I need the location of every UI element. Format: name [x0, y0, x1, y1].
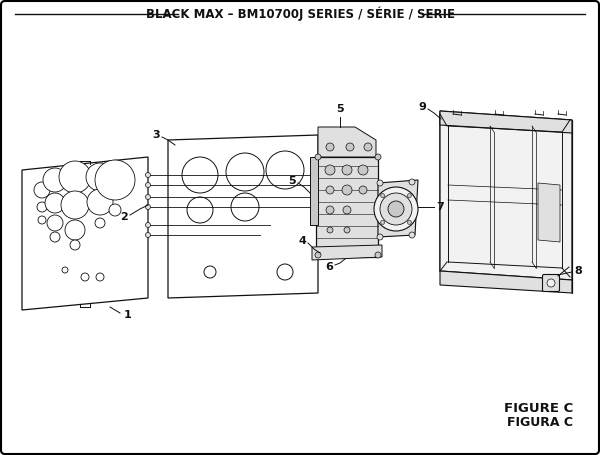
- Circle shape: [182, 157, 218, 193]
- Circle shape: [61, 191, 89, 219]
- Circle shape: [50, 232, 60, 242]
- Circle shape: [231, 193, 259, 221]
- Circle shape: [380, 193, 412, 225]
- Circle shape: [146, 204, 151, 209]
- Circle shape: [343, 206, 351, 214]
- Text: 9: 9: [418, 102, 426, 112]
- Circle shape: [409, 232, 415, 238]
- Polygon shape: [310, 157, 318, 225]
- Circle shape: [380, 193, 385, 197]
- Circle shape: [315, 252, 321, 258]
- Circle shape: [377, 234, 383, 240]
- Circle shape: [388, 201, 404, 217]
- Circle shape: [43, 168, 67, 192]
- Circle shape: [342, 185, 352, 195]
- Circle shape: [315, 154, 321, 160]
- Polygon shape: [440, 111, 572, 133]
- Polygon shape: [168, 135, 318, 298]
- Circle shape: [364, 143, 372, 151]
- Text: 7: 7: [436, 202, 444, 212]
- Circle shape: [86, 163, 114, 191]
- Polygon shape: [312, 245, 382, 260]
- Circle shape: [547, 279, 555, 287]
- Circle shape: [344, 227, 350, 233]
- Circle shape: [109, 204, 121, 216]
- Polygon shape: [538, 183, 560, 242]
- Circle shape: [65, 220, 85, 240]
- Circle shape: [38, 216, 46, 224]
- Circle shape: [87, 189, 113, 215]
- Circle shape: [81, 273, 89, 281]
- Circle shape: [146, 233, 151, 238]
- Text: 8: 8: [574, 266, 582, 276]
- Circle shape: [70, 240, 80, 250]
- Circle shape: [407, 220, 412, 224]
- Circle shape: [204, 266, 216, 278]
- Circle shape: [346, 143, 354, 151]
- Circle shape: [326, 186, 334, 194]
- Circle shape: [407, 193, 412, 197]
- Circle shape: [375, 252, 381, 258]
- Circle shape: [96, 273, 104, 281]
- Circle shape: [326, 143, 334, 151]
- Circle shape: [146, 182, 151, 187]
- Circle shape: [146, 222, 151, 228]
- Text: 6: 6: [325, 262, 333, 272]
- Circle shape: [34, 182, 50, 198]
- Text: 1: 1: [124, 310, 132, 320]
- Circle shape: [45, 193, 65, 213]
- Polygon shape: [440, 271, 572, 293]
- Bar: [316, 157, 378, 257]
- Text: 3: 3: [152, 130, 160, 140]
- Circle shape: [327, 227, 333, 233]
- Circle shape: [377, 180, 383, 186]
- Text: 2: 2: [120, 212, 128, 222]
- Circle shape: [146, 172, 151, 177]
- Text: 5: 5: [289, 176, 296, 186]
- Circle shape: [380, 220, 385, 224]
- Circle shape: [187, 197, 213, 223]
- Circle shape: [359, 186, 367, 194]
- FancyBboxPatch shape: [542, 274, 560, 292]
- Polygon shape: [22, 157, 148, 310]
- Circle shape: [325, 165, 335, 175]
- Circle shape: [374, 187, 418, 231]
- Circle shape: [358, 165, 368, 175]
- Text: 4: 4: [298, 236, 306, 246]
- Circle shape: [62, 267, 68, 273]
- Circle shape: [95, 218, 105, 228]
- Text: BLACK MAX – BM10700J SERIES / SÉRIE / SERIE: BLACK MAX – BM10700J SERIES / SÉRIE / SE…: [146, 7, 455, 21]
- Circle shape: [37, 202, 47, 212]
- Circle shape: [375, 154, 381, 160]
- Text: 5: 5: [336, 104, 344, 114]
- Text: FIGURA C: FIGURA C: [507, 415, 573, 429]
- Polygon shape: [440, 111, 572, 280]
- Circle shape: [226, 153, 264, 191]
- Circle shape: [277, 264, 293, 280]
- Polygon shape: [318, 127, 376, 157]
- Circle shape: [146, 194, 151, 199]
- Circle shape: [409, 179, 415, 185]
- Circle shape: [59, 161, 91, 193]
- Circle shape: [326, 206, 334, 214]
- Circle shape: [47, 215, 63, 231]
- Circle shape: [95, 160, 135, 200]
- Polygon shape: [378, 180, 418, 237]
- Text: FIGURE C: FIGURE C: [504, 403, 573, 415]
- Circle shape: [342, 165, 352, 175]
- Polygon shape: [440, 114, 570, 277]
- Circle shape: [266, 151, 304, 189]
